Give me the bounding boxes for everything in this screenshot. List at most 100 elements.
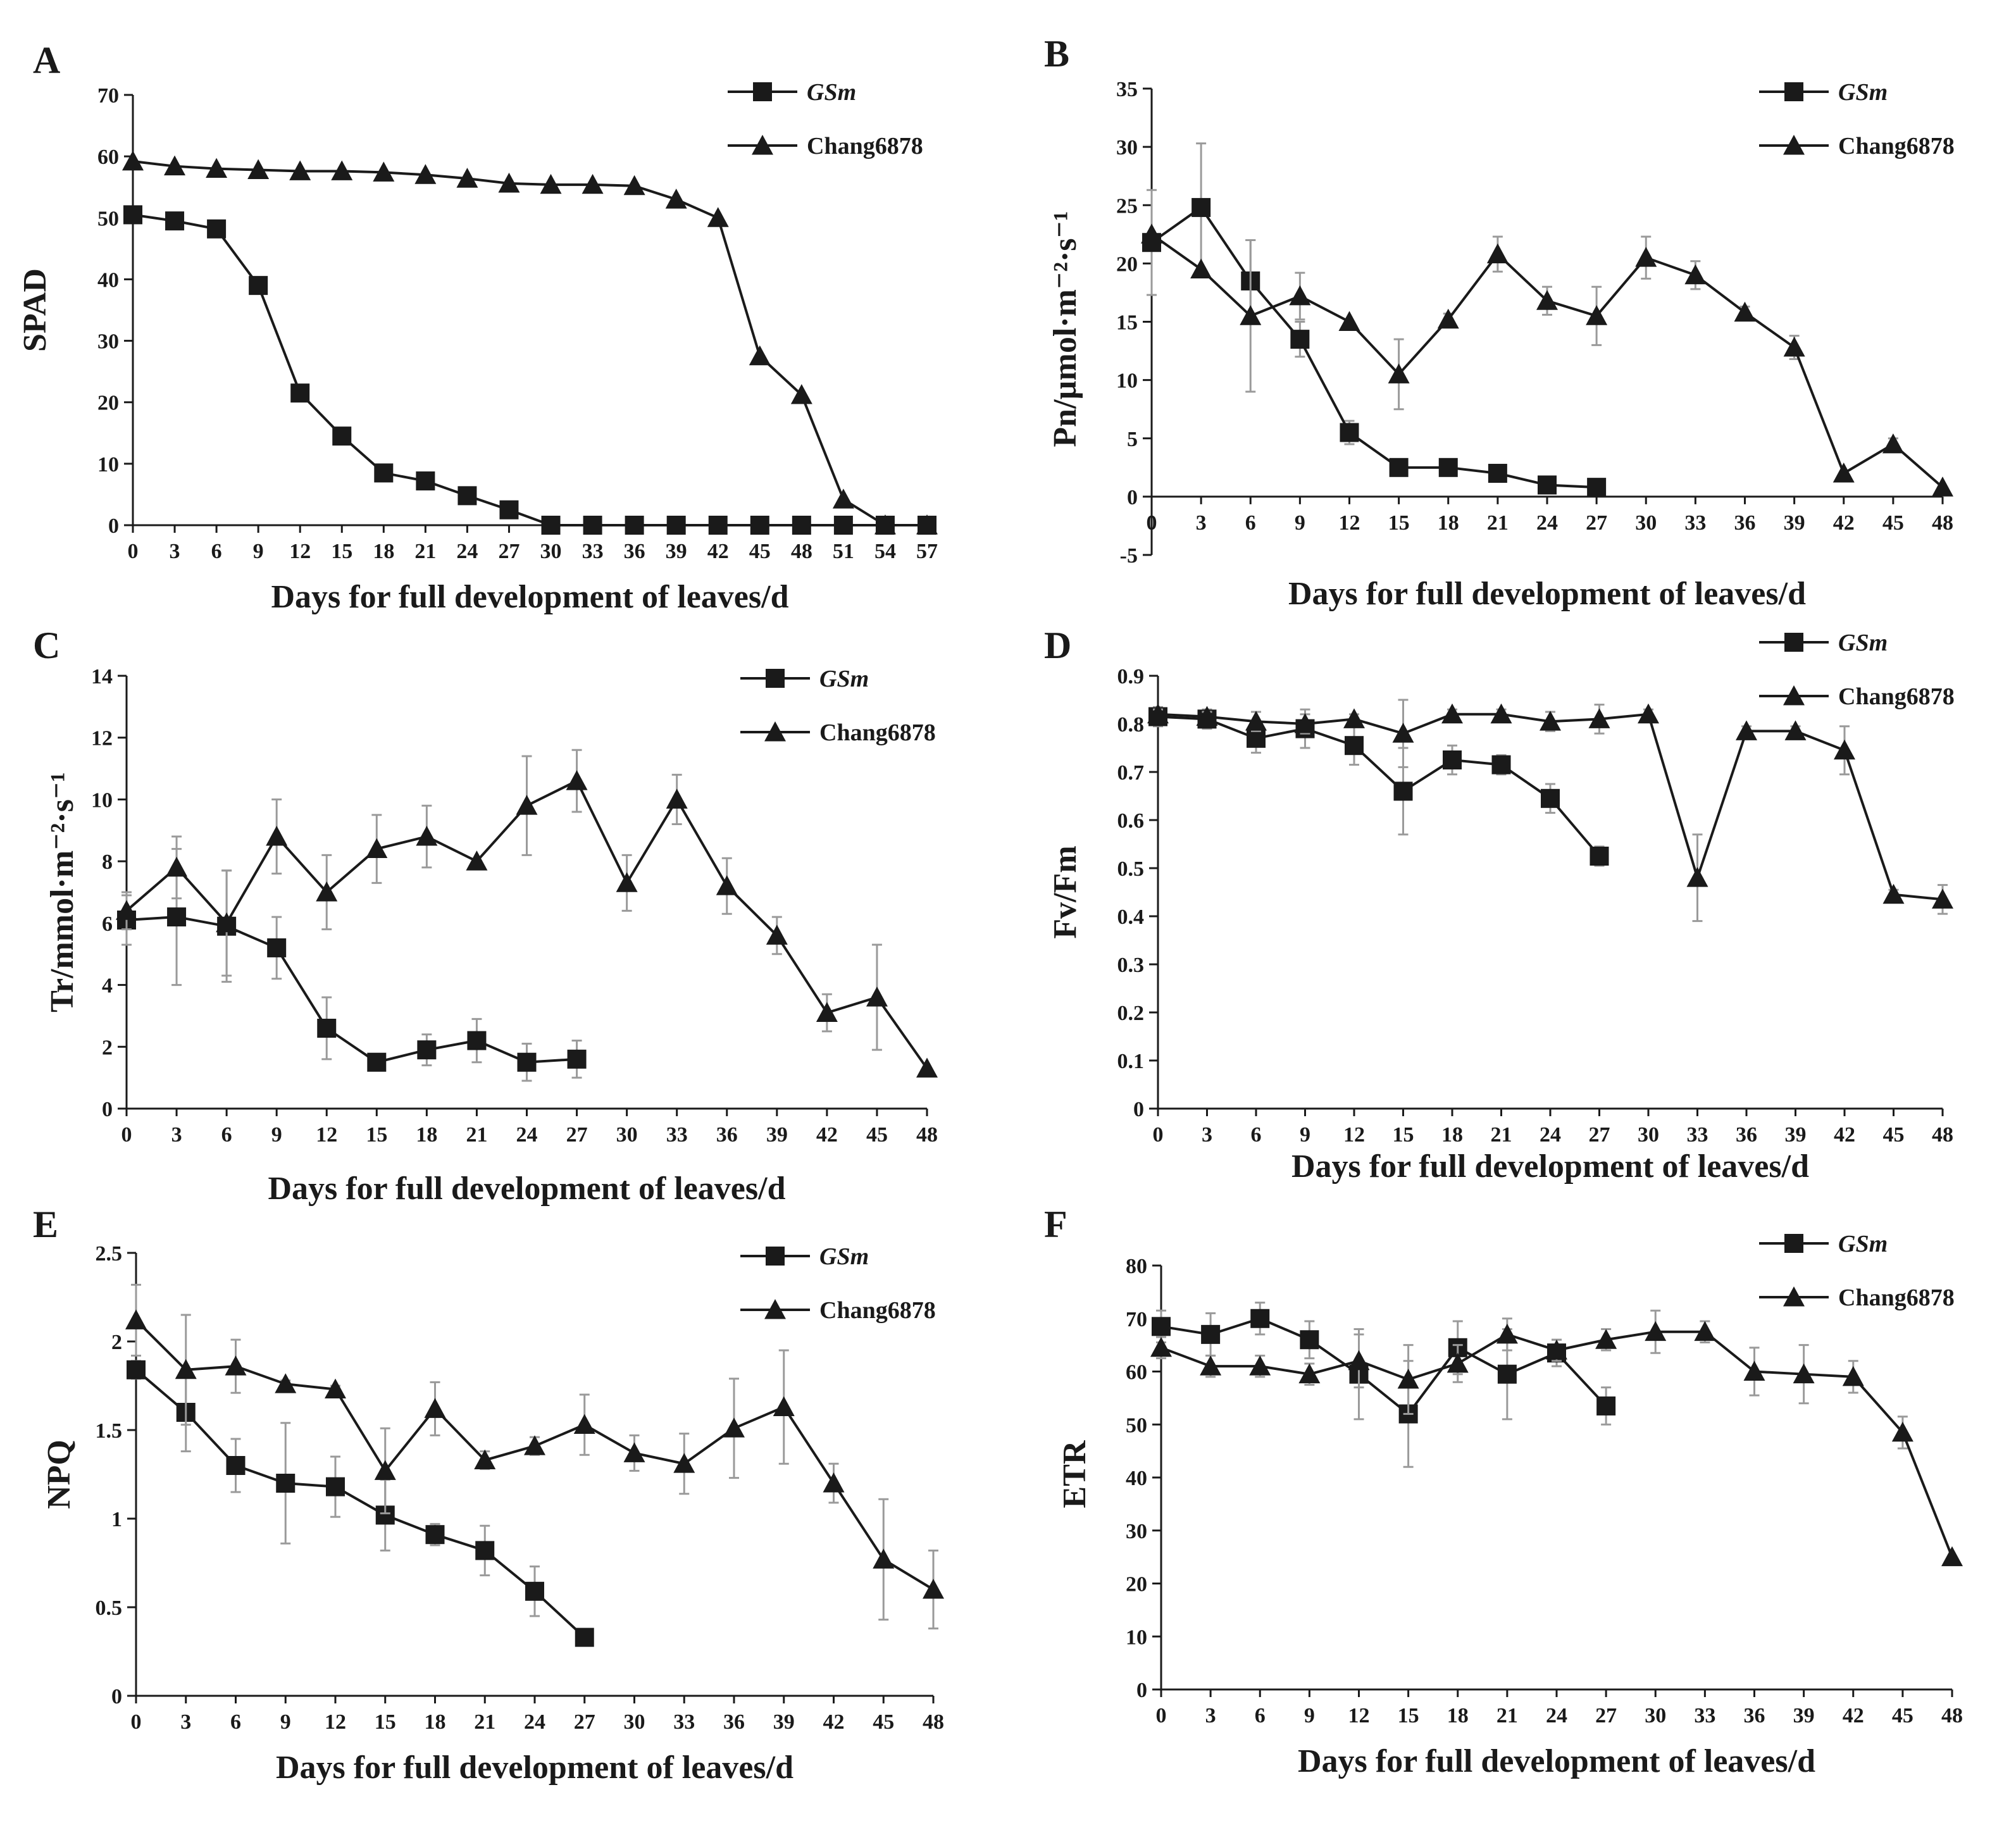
square-marker [276, 1474, 296, 1493]
x-tick-label: 12 [289, 540, 311, 563]
x-tick-label: 36 [1744, 1704, 1765, 1727]
square-marker [416, 471, 435, 491]
triangle-marker [1842, 1366, 1864, 1386]
triangle-marker [874, 514, 896, 535]
square-marker [167, 907, 187, 927]
triangle-marker [416, 826, 438, 846]
y-axis-title: Fv/Fm [1047, 845, 1083, 938]
triangle-marker [540, 173, 562, 194]
triangle-marker [766, 924, 788, 945]
square-marker [541, 516, 561, 535]
triangle-marker [1200, 1355, 1222, 1376]
y-tick-label: 20 [1116, 252, 1138, 276]
square-marker [249, 276, 268, 296]
x-tick-label: 42 [1843, 1704, 1864, 1727]
square-marker [1590, 847, 1609, 866]
triangle-marker [516, 795, 538, 815]
square-marker [567, 1049, 587, 1069]
square-marker [1250, 1309, 1270, 1328]
x-tick-label: 48 [1941, 1704, 1963, 1727]
y-tick-label: 40 [1126, 1467, 1147, 1490]
x-tick-label: 21 [414, 540, 436, 563]
y-axis-title: SPAD [17, 268, 53, 352]
x-tick-label: 9 [1295, 511, 1305, 535]
y-axis-title: ETR [1057, 1440, 1093, 1508]
square-marker [1340, 423, 1359, 442]
x-tick-label: 3 [171, 1123, 182, 1147]
triangle-marker [1645, 1321, 1667, 1341]
y-tick-label: 0 [102, 1098, 113, 1121]
triangle-marker [616, 872, 638, 892]
square-marker [226, 1456, 246, 1475]
x-tick-label: 48 [923, 1710, 944, 1734]
square-marker [666, 516, 686, 535]
triangle-marker [1784, 720, 1807, 740]
x-tick-label: 6 [1251, 1123, 1262, 1147]
triangle-marker [1249, 1355, 1271, 1376]
triangle-marker [1595, 1329, 1617, 1349]
triangle-marker [1793, 1363, 1815, 1384]
triangle-marker [816, 1002, 838, 1022]
y-tick-label: 4 [102, 974, 113, 998]
triangle-marker [1891, 1421, 1913, 1442]
y-tick-label: 0.4 [1117, 905, 1145, 929]
x-tick-label: 33 [666, 1123, 688, 1147]
x-tick-label: 9 [253, 540, 264, 563]
panel-letter: D [1044, 625, 1071, 666]
triangle-marker [916, 514, 938, 535]
x-tick-label: 45 [1892, 1704, 1913, 1727]
x-tick-label: 45 [749, 540, 771, 563]
x-tick-label: 36 [723, 1710, 745, 1734]
y-tick-label: 10 [1126, 1626, 1147, 1649]
triangle-marker [1289, 285, 1311, 306]
y-tick-label: 6 [102, 912, 113, 936]
y-tick-label: 1 [111, 1508, 122, 1531]
x-tick-label: 6 [1255, 1704, 1266, 1727]
series-line [1150, 206, 1597, 489]
x-tick-label: 21 [1487, 511, 1509, 535]
y-tick-label: 0 [1133, 1098, 1144, 1121]
legend-triangle-marker [1783, 685, 1805, 706]
y-tick-label: 70 [97, 84, 119, 108]
panel-letter: B [1044, 33, 1069, 75]
triangle-marker [716, 875, 738, 895]
y-tick-label: 80 [1126, 1255, 1147, 1278]
x-tick-label: 36 [716, 1123, 738, 1147]
x-axis-title: Days for full development of leaves/d [268, 1171, 786, 1207]
triangle-marker [1734, 301, 1756, 322]
legend-square-marker [766, 669, 785, 688]
x-tick-label: 12 [325, 1710, 346, 1734]
triangle-marker [424, 1398, 446, 1418]
legend: GSm Chang6878 [1759, 630, 1955, 710]
square-marker [165, 211, 185, 231]
legend-square-marker [766, 1247, 785, 1266]
x-tick-label: 48 [916, 1123, 938, 1147]
x-tick-label: 45 [1882, 511, 1904, 535]
y-tick-label: 70 [1126, 1308, 1147, 1331]
x-tick-label: 45 [1883, 1123, 1905, 1147]
x-tick-label: 27 [498, 540, 520, 563]
series-line [132, 159, 927, 526]
x-tick-label: 9 [280, 1710, 291, 1734]
x-tick-label: 30 [616, 1123, 638, 1147]
panel-letter: A [33, 39, 60, 81]
square-marker [1290, 330, 1310, 349]
square-marker [1201, 1324, 1221, 1344]
triangle-marker [325, 1378, 346, 1399]
x-tick-label: 45 [866, 1123, 888, 1147]
y-axis-title: Tr/mmol·m⁻²·s⁻¹ [44, 772, 80, 1012]
x-tick-label: 0 [1147, 511, 1157, 535]
x-tick-label: 27 [1595, 1704, 1617, 1727]
legend-triangle-marker [764, 1299, 786, 1319]
x-tick-label: 54 [874, 540, 896, 563]
series-line [1157, 715, 1601, 857]
triangle-marker [1686, 867, 1708, 887]
series-chang6878 [122, 150, 938, 535]
triangle-marker [1941, 1546, 1963, 1567]
x-tick-label: 24 [524, 1710, 545, 1734]
x-tick-label: 15 [1398, 1704, 1419, 1727]
y-tick-label: 35 [1116, 78, 1138, 101]
triangle-marker [1932, 476, 1953, 497]
triangle-marker [1540, 711, 1561, 731]
legend: GSm Chang6878 [740, 666, 936, 746]
